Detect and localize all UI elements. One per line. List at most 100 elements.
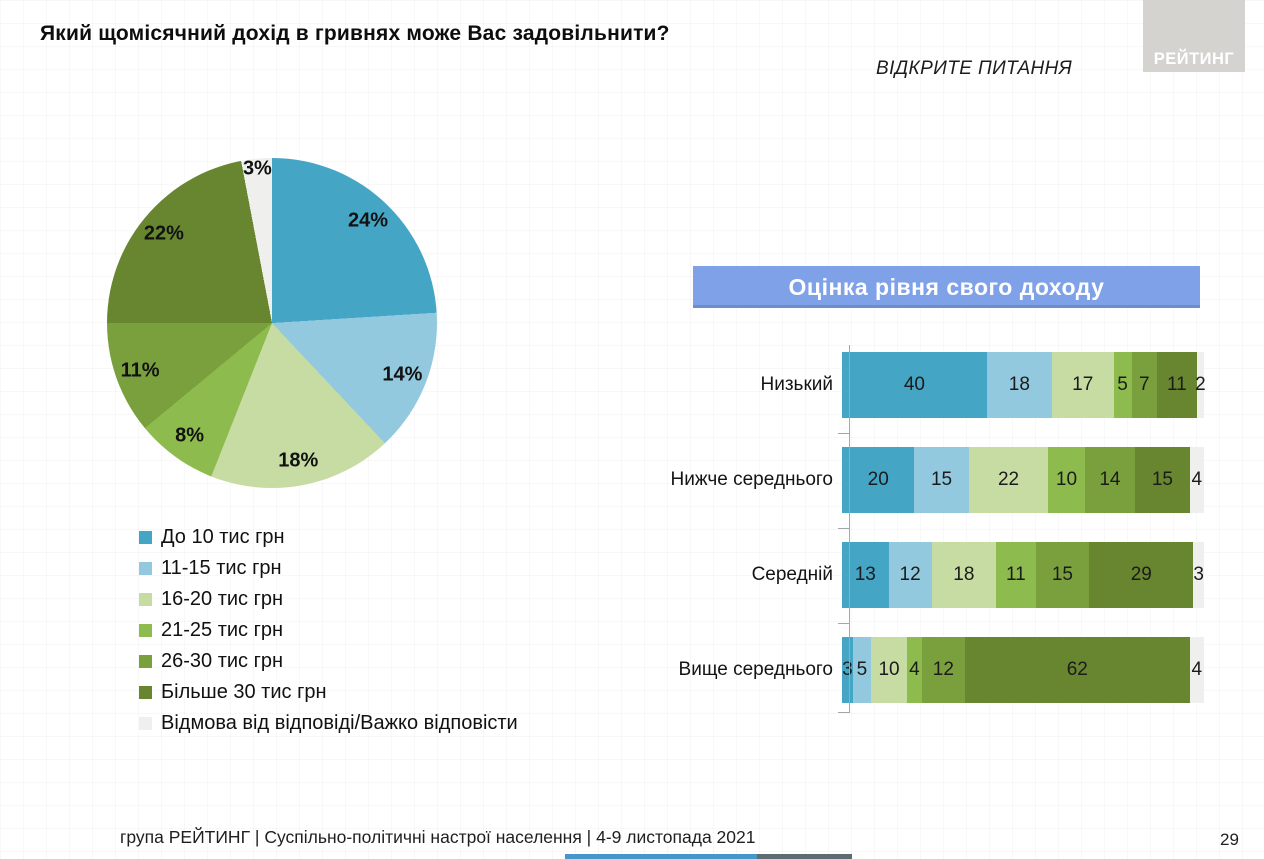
legend-swatch — [139, 686, 152, 699]
legend-item-label: Більше 30 тис грн — [161, 681, 327, 703]
legend-item-label: 11-15 тис грн — [161, 557, 282, 579]
legend-item: 21-25 тис грн — [139, 615, 518, 646]
bar-track: 20 15 22 10 14 15 4 — [842, 447, 1205, 513]
bar-segment: 5 — [1113, 352, 1132, 418]
bar-segment-label: 3 — [842, 659, 853, 680]
bar-segment-label: 7 — [1138, 374, 1150, 395]
bar-segment: 29 — [1089, 542, 1194, 608]
legend-item: До 10 тис грн — [139, 522, 518, 553]
stacked-bar-chart: Низький 40 18 17 5 7 11 2 Нижче середнього 20 15 22… — [628, 345, 1240, 725]
bar-segment-label: 29 — [1130, 564, 1152, 585]
bar-category-label: Нижче середнього — [670, 469, 833, 490]
bar-segment-label: 40 — [903, 374, 925, 395]
legend-item: Більше 30 тис грн — [139, 677, 518, 708]
bar-segment-label: 15 — [930, 469, 953, 490]
bar-category-label: Низький — [760, 374, 833, 395]
bar-row: Середній 13 12 18 11 15 29 3 — [628, 535, 1240, 630]
bar-segment-label: 12 — [932, 659, 954, 680]
pie-chart: 24% 14% 18% 8% 11% 22% 3% — [107, 157, 437, 488]
income-assessment-banner: Оцінка рівня свого доходу — [693, 266, 1200, 308]
bar-category-label: Середній — [751, 564, 833, 585]
bar-segment: 4 — [1189, 447, 1205, 513]
bar-segment-label: 4 — [1191, 469, 1203, 490]
bar-track: 40 18 17 5 7 11 2 — [842, 352, 1206, 418]
legend-item-label: 26-30 тис грн — [161, 650, 284, 672]
legend-swatch — [139, 717, 152, 730]
legend-item: 11-15 тис грн — [139, 553, 518, 584]
legend-swatch — [139, 593, 152, 606]
video-progress-track[interactable] — [757, 854, 852, 859]
legend-item-label: 16-20 тис грн — [161, 588, 284, 610]
bar-row: Нижче середнього 20 15 22 10 14 15 4 — [628, 440, 1240, 535]
bar-segment: 11 — [996, 542, 1036, 608]
footer-source-text: група РЕЙТИНГ | Суспільно-політичні наст… — [120, 827, 756, 847]
bar-segment: 40 — [842, 352, 987, 418]
bar-segment: 10 — [870, 637, 908, 703]
video-progress-played[interactable] — [565, 854, 757, 859]
legend-item: 16-20 тис грн — [139, 584, 518, 615]
legend-item-label: 21-25 тис грн — [161, 619, 284, 641]
bar-segment: 62 — [965, 637, 1190, 703]
bar-segment-label: 5 — [856, 659, 868, 680]
pie-slice-label: 8% — [175, 424, 205, 447]
bar-segment-label: 10 — [1055, 469, 1078, 490]
bar-segment: 20 — [842, 447, 915, 513]
bar-segment-label: 4 — [909, 659, 920, 680]
bar-category-label: Вище середнього — [678, 659, 833, 680]
page-title: Який щомісячний дохід в гривнях може Вас… — [40, 22, 670, 45]
pie-slice-label: 24% — [347, 209, 389, 232]
axis-tick — [838, 712, 850, 713]
bar-segment: 7 — [1131, 352, 1157, 418]
axis-tick — [838, 623, 850, 624]
axis-tick — [838, 433, 850, 434]
bar-segment-label: 5 — [1117, 374, 1128, 395]
bar-segment: 15 — [914, 447, 969, 513]
pie-slice-label: 14% — [382, 363, 423, 386]
bar-segment: 15 — [1135, 447, 1190, 513]
logo-text: РЕЙТИНГ — [1153, 50, 1235, 68]
bar-segment-label: 18 — [1008, 374, 1030, 395]
bar-segment-label: 4 — [1191, 659, 1203, 680]
bar-segment-label: 20 — [867, 469, 889, 490]
banner-title: Оцінка рівня свого доходу — [788, 273, 1105, 300]
pie-legend: До 10 тис грн 11-15 тис грн 16-20 тис грн 2… — [139, 522, 518, 739]
bar-segment: 10 — [1048, 447, 1085, 513]
bar-segment: 3 — [842, 637, 853, 703]
bar-segment-label: 11 — [1166, 374, 1187, 395]
bar-segment: 11 — [1156, 352, 1197, 418]
bar-segment: 12 — [921, 637, 966, 703]
bar-segment: 22 — [968, 447, 1049, 513]
bar-segment: 4 — [1189, 637, 1204, 703]
bar-segment: 18 — [931, 542, 997, 608]
bar-segment-label: 10 — [878, 659, 900, 680]
legend-swatch — [139, 562, 152, 575]
page-number: 29 — [1220, 830, 1239, 849]
legend-swatch — [139, 624, 152, 637]
bar-segment-label: 3 — [1193, 564, 1204, 585]
bar-segment-label: 12 — [899, 564, 921, 585]
bar-segment-label: 15 — [1151, 469, 1173, 490]
pie-slice-label: 3% — [242, 157, 272, 180]
axis-tick — [838, 528, 850, 529]
legend-item: Відмова від відповіді/Важко відповісти — [139, 708, 518, 739]
bar-segment-label: 17 — [1072, 374, 1094, 395]
bar-segment-label: 13 — [854, 564, 876, 585]
legend-item: 26-30 тис грн — [139, 646, 518, 677]
bar-axis-line — [849, 345, 850, 713]
rating-logo: РЕЙТИНГ — [1143, 0, 1245, 72]
legend-item-label: Відмова від відповіді/Важко відповісти — [161, 712, 518, 734]
bar-segment: 17 — [1051, 352, 1114, 418]
bar-segment-label: 22 — [997, 469, 1020, 490]
bar-segment-label: 18 — [953, 564, 975, 585]
legend-item-label: До 10 тис грн — [161, 526, 285, 548]
bar-track: 3 5 10 4 12 62 4 — [842, 637, 1204, 703]
pie-slice-label: 11% — [120, 359, 160, 381]
pie-slice-label: 18% — [278, 449, 319, 472]
pie-slice-label: 22% — [143, 222, 184, 245]
bar-segment-label: 14 — [1099, 469, 1121, 490]
bar-segment: 4 — [907, 637, 922, 703]
bar-row: Низький 40 18 17 5 7 11 2 — [628, 345, 1240, 440]
legend-swatch — [139, 655, 152, 668]
bar-segment-label: 15 — [1051, 564, 1073, 585]
